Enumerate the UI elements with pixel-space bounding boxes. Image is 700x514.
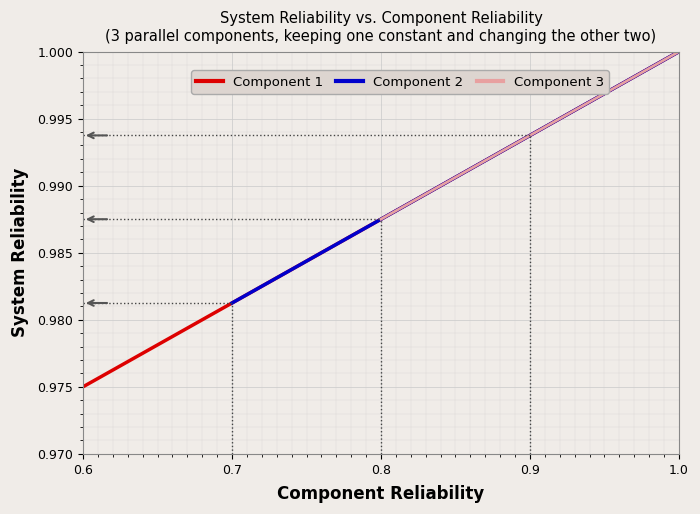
Legend: Component 1, Component 2, Component 3: Component 1, Component 2, Component 3	[191, 70, 609, 94]
X-axis label: Component Reliability: Component Reliability	[277, 485, 484, 503]
Component 3	[675, 48, 683, 54]
Component 2	[470, 164, 478, 170]
Component 3	[554, 116, 563, 122]
Y-axis label: System Reliability: System Reliability	[11, 168, 29, 337]
Title: System Reliability vs. Component Reliability
(3 parallel components, keeping one: System Reliability vs. Component Reliabi…	[106, 11, 657, 44]
Line: Component 2: Component 2	[232, 51, 679, 303]
Component 2	[664, 54, 673, 61]
Component 3	[518, 137, 526, 143]
Component 1	[567, 109, 575, 115]
Component 3	[538, 125, 547, 132]
Component 1	[365, 223, 374, 229]
Component 1	[433, 184, 442, 190]
Component 2	[494, 150, 502, 156]
Component 1	[660, 57, 668, 63]
Component 1	[79, 384, 88, 390]
Component 3	[621, 79, 629, 85]
Component 3	[377, 216, 385, 222]
Component 1	[362, 225, 370, 231]
Component 2	[675, 48, 683, 54]
Line: Component 1: Component 1	[83, 51, 679, 387]
Component 3	[668, 52, 676, 59]
Component 2	[594, 94, 603, 100]
Component 1	[401, 203, 410, 209]
Line: Component 3: Component 3	[381, 51, 679, 219]
Component 2	[228, 300, 236, 306]
Component 3	[520, 136, 528, 142]
Component 1	[675, 48, 683, 54]
Component 2	[440, 180, 449, 187]
Component 2	[443, 179, 452, 185]
